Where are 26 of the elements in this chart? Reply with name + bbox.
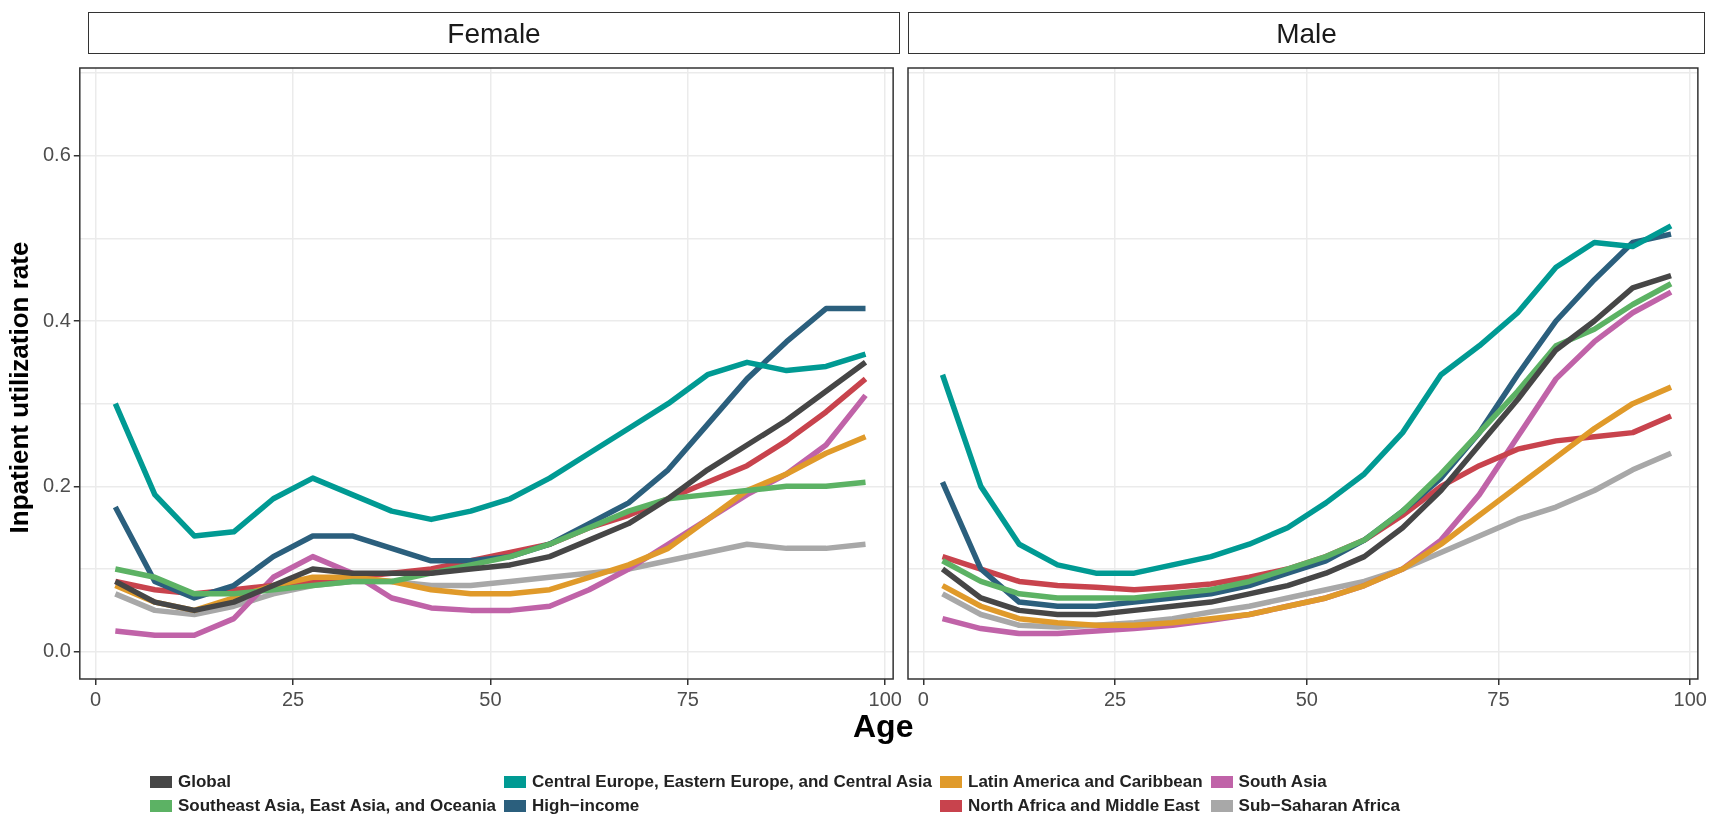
x-tick-label: 0 <box>90 687 102 710</box>
legend-label: Central Europe, Eastern Europe, and Central Asia <box>532 772 932 792</box>
x-tick-label: 75 <box>676 687 699 710</box>
x-tick-label: 25 <box>281 687 305 710</box>
legend-label: Global <box>178 772 231 792</box>
x-tick-label: 50 <box>479 687 502 710</box>
legend-label: Latin America and Caribbean <box>968 772 1203 792</box>
legend-label: South Asia <box>1238 772 1327 792</box>
x-tick-label: 25 <box>1103 687 1127 710</box>
y-tick-label: 0.0 <box>42 639 71 662</box>
x-tick-label: 100 <box>1673 687 1707 710</box>
x-tick-label: 50 <box>1295 687 1318 710</box>
y-tick-label: 0.2 <box>42 473 71 496</box>
x-tick-label: 0 <box>917 687 929 710</box>
y-tick-label: 0.6 <box>42 143 71 166</box>
chart-title: Male <box>908 12 1705 54</box>
legend-label: Sub−Saharan Africa <box>1238 796 1401 816</box>
x-axis-title: Age <box>853 708 914 745</box>
legend-label: North Africa and Middle East <box>968 796 1200 816</box>
chart-title: Female <box>88 12 900 54</box>
x-tick-label: 100 <box>868 687 902 710</box>
legend-label: Southeast Asia, East Asia, and Oceania <box>178 796 497 816</box>
x-tick-label: 75 <box>1487 687 1510 710</box>
y-tick-label: 0.4 <box>42 308 71 331</box>
legend-label: High−income <box>532 796 640 816</box>
y-axis-title: Inpatient utilization rate <box>4 241 36 533</box>
